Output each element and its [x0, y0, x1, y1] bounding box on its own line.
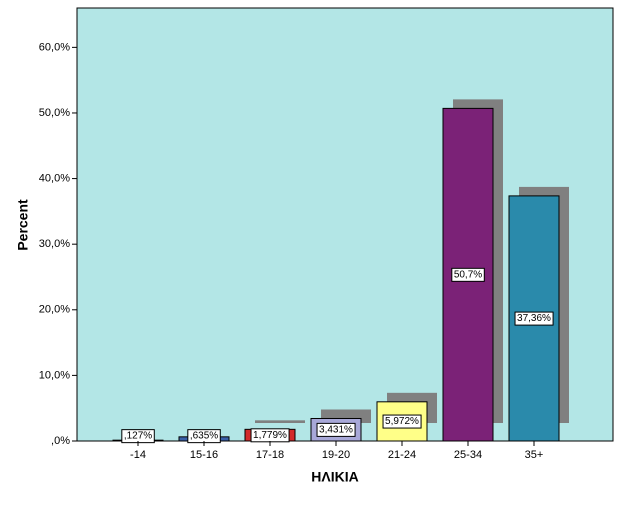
y-tick-label: 50,0%: [39, 107, 70, 119]
value-label: 5,972%: [385, 416, 419, 427]
x-tick-label: 21-24: [388, 449, 416, 461]
y-axis-label: Percent: [15, 199, 31, 251]
x-axis-label: ΗΛΙΚΙΑ: [311, 469, 358, 485]
y-tick-label: ,0%: [51, 435, 70, 447]
value-label: 37,36%: [517, 313, 551, 324]
y-tick-label: 20,0%: [39, 304, 70, 316]
y-tick-label: 10,0%: [39, 369, 70, 381]
value-label: ,635%: [190, 431, 218, 442]
value-label: 1,779%: [253, 430, 287, 441]
y-tick-label: 60,0%: [39, 41, 70, 53]
bar-shadow: [255, 420, 305, 423]
value-label-box: [316, 422, 356, 437]
x-tick-label: -14: [130, 449, 146, 461]
value-label-box: [514, 311, 554, 326]
x-tick-label: 17-18: [256, 449, 284, 461]
value-label: ,127%: [124, 431, 152, 442]
y-tick-label: 30,0%: [39, 238, 70, 250]
x-tick-label: 15-16: [190, 449, 218, 461]
x-tick-label: 19-20: [322, 449, 350, 461]
value-label: 3,431%: [319, 424, 353, 435]
x-tick-label: 35+: [525, 449, 544, 461]
value-label-box: [451, 267, 485, 282]
value-label-box: [382, 414, 422, 429]
x-tick-label: 25-34: [454, 449, 482, 461]
value-label: 50,7%: [454, 269, 482, 280]
y-tick-label: 40,0%: [39, 172, 70, 184]
